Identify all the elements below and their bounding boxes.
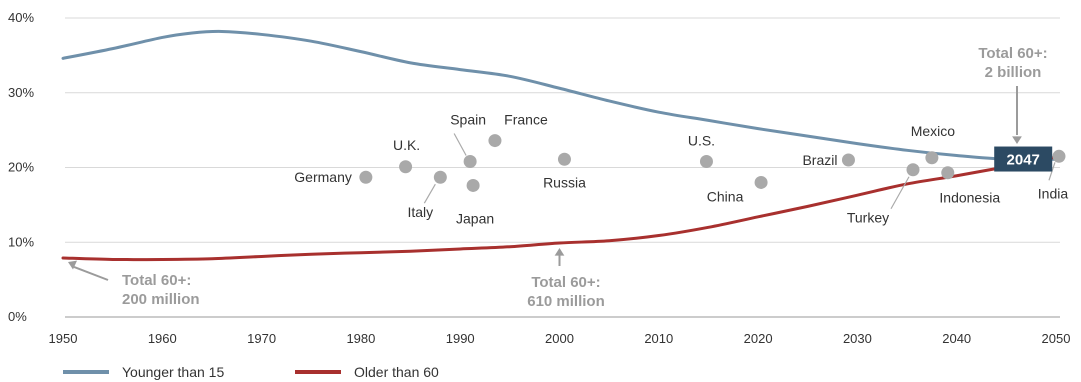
grid-lines bbox=[65, 17, 1060, 318]
country-point bbox=[399, 160, 413, 174]
annotation-text: Total 60+: bbox=[978, 45, 1047, 62]
annotation-text: 2 billion bbox=[985, 64, 1042, 81]
leader-spain bbox=[453, 133, 467, 156]
country-label: Germany bbox=[294, 169, 352, 185]
country-label: Brazil bbox=[802, 152, 837, 168]
x-tick-label: 2000 bbox=[545, 331, 574, 346]
country-label: Japan bbox=[456, 210, 494, 226]
y-tick-label: 30% bbox=[8, 85, 34, 100]
country-point bbox=[359, 170, 373, 184]
annotation-arrow-line bbox=[73, 266, 109, 281]
country-point bbox=[463, 155, 477, 169]
annotation-start: Total 60+: 200 million bbox=[68, 260, 200, 308]
annotation-arrow-head bbox=[1012, 136, 1022, 144]
country-point bbox=[841, 153, 855, 167]
country-label: U.K. bbox=[393, 137, 420, 153]
country-point bbox=[433, 170, 447, 184]
annotation-end: Total 60+: 2 billion bbox=[978, 45, 1048, 144]
annotation-arrow-head bbox=[68, 260, 78, 270]
country-label: India bbox=[1038, 185, 1069, 201]
country-label: U.S. bbox=[688, 133, 715, 149]
country-label: Russia bbox=[543, 174, 586, 190]
crossover-badge-label: 2047 bbox=[1007, 152, 1040, 169]
country-point bbox=[754, 175, 768, 189]
annotation-mid: Total 60+: 610 million bbox=[527, 247, 605, 310]
country-label: China bbox=[707, 188, 744, 204]
x-tick-label: 1980 bbox=[346, 331, 375, 346]
x-tick-label: 2050 bbox=[1042, 331, 1071, 346]
x-tick-label: 2030 bbox=[843, 331, 872, 346]
x-tick-label: 1970 bbox=[247, 331, 276, 346]
y-tick-label: 10% bbox=[8, 234, 34, 249]
country-label: Spain bbox=[450, 112, 486, 128]
annotation-text: Total 60+: bbox=[122, 272, 191, 289]
country-label: Mexico bbox=[911, 123, 956, 139]
country-points bbox=[359, 134, 1066, 192]
y-tick-label: 20% bbox=[8, 160, 34, 175]
series-line-1 bbox=[61, 155, 1058, 262]
x-axis-ticks: 1950 1960 1970 1980 1990 2000 2010 2020 2030 2040… bbox=[49, 331, 1071, 346]
x-tick-label: 2040 bbox=[942, 331, 971, 346]
y-axis-ticks: 0% 10% 20% 30% 40% bbox=[8, 10, 34, 324]
country-labels: Germany U.K. Italy Spain Japan France Russia U.… bbox=[294, 112, 1068, 227]
country-label: Turkey bbox=[847, 210, 889, 226]
crossover-badge-box bbox=[994, 146, 1053, 172]
y-tick-label: 0% bbox=[8, 309, 27, 324]
country-point bbox=[906, 163, 920, 177]
annotation-text: Total 60+: bbox=[531, 274, 600, 291]
country-label: France bbox=[504, 112, 548, 128]
x-tick-label: 1950 bbox=[49, 331, 78, 346]
series-line-0 bbox=[61, 29, 1058, 162]
country-label: Italy bbox=[407, 204, 433, 220]
y-tick-label: 40% bbox=[8, 10, 34, 25]
x-tick-label: 2020 bbox=[744, 331, 773, 346]
country-point bbox=[466, 178, 480, 192]
x-tick-label: 2010 bbox=[644, 331, 673, 346]
legend-label: Older than 60 bbox=[354, 364, 439, 380]
country-label: Indonesia bbox=[939, 190, 1000, 206]
country-point bbox=[699, 155, 713, 169]
x-tick-label: 1960 bbox=[148, 331, 177, 346]
legend-label: Younger than 15 bbox=[122, 364, 224, 380]
country-point bbox=[557, 152, 571, 166]
annotation-text: 200 million bbox=[122, 291, 200, 308]
annotation-arrow-head bbox=[554, 247, 565, 256]
annotations: Total 60+: 200 million Total 60+: 610 milli… bbox=[68, 45, 1048, 310]
country-point bbox=[488, 134, 502, 148]
x-tick-label: 1990 bbox=[446, 331, 475, 346]
country-point bbox=[1052, 149, 1066, 163]
leader-turkey bbox=[890, 176, 910, 210]
leader-italy bbox=[423, 183, 436, 204]
legend: Younger than 15 Older than 60 bbox=[63, 364, 439, 380]
crossover-badge: 2047 bbox=[994, 146, 1053, 172]
annotation-text: 610 million bbox=[527, 293, 605, 310]
series-lines bbox=[61, 29, 1058, 262]
country-point bbox=[941, 166, 955, 180]
country-point bbox=[925, 151, 939, 165]
